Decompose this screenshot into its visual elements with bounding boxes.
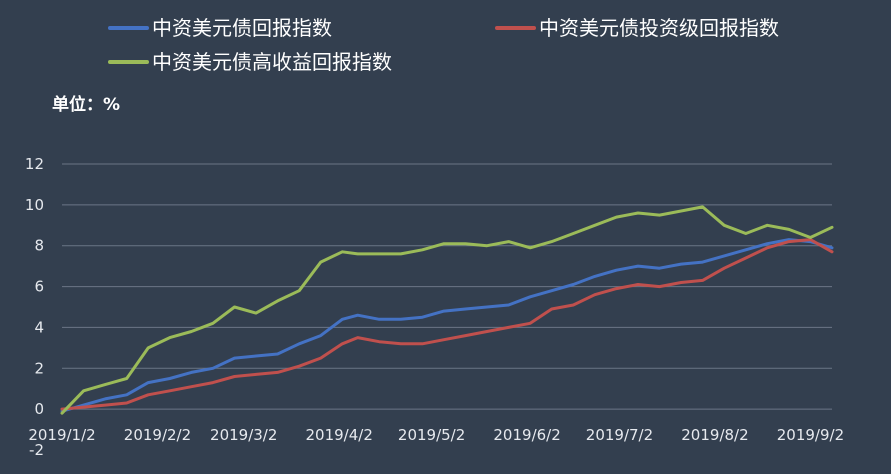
y-tick-label: 6 <box>34 278 44 296</box>
unit-label: 单位：% <box>52 94 120 115</box>
x-tick-label: 2019/7/2 <box>586 426 653 444</box>
x-tick-label: 2019/9/2 <box>777 426 844 444</box>
x-axis-ticks: 2019/1/2 2019/2/2 2019/3/2 2019/4/2 2019/5/2… <box>28 426 844 444</box>
grid-lines <box>62 163 832 410</box>
legend-label: 中资美元债高收益回报指数 <box>152 50 392 74</box>
y-tick-label: 2 <box>34 359 44 377</box>
x-tick-label: 2019/8/2 <box>681 426 748 444</box>
series-lines <box>60 205 834 415</box>
y-tick-label: 12 <box>25 155 44 173</box>
y-tick-label: 4 <box>34 318 44 336</box>
x-tick-label: 2019/5/2 <box>398 426 465 444</box>
x-tick-label: 2019/3/2 <box>210 426 277 444</box>
y-tick-label: -2 <box>29 441 44 459</box>
y-tick-label: 8 <box>34 237 44 255</box>
y-tick-label: 0 <box>34 400 44 418</box>
x-tick-label: 2019/4/2 <box>306 426 373 444</box>
series-line-1 <box>60 238 834 411</box>
legend-label: 中资美元债回报指数 <box>152 16 332 40</box>
legend-label: 中资美元债投资级回报指数 <box>539 16 779 40</box>
x-tick-label: 2019/2/2 <box>124 426 191 444</box>
y-axis-ticks: 12 10 8 6 4 2 0 -2 <box>25 155 44 459</box>
series-line-2 <box>60 205 834 415</box>
y-tick-label: 10 <box>25 196 44 214</box>
x-tick-label: 2019/1/2 <box>28 426 95 444</box>
series-line-0 <box>60 238 834 413</box>
x-tick-label: 2019/6/2 <box>493 426 560 444</box>
